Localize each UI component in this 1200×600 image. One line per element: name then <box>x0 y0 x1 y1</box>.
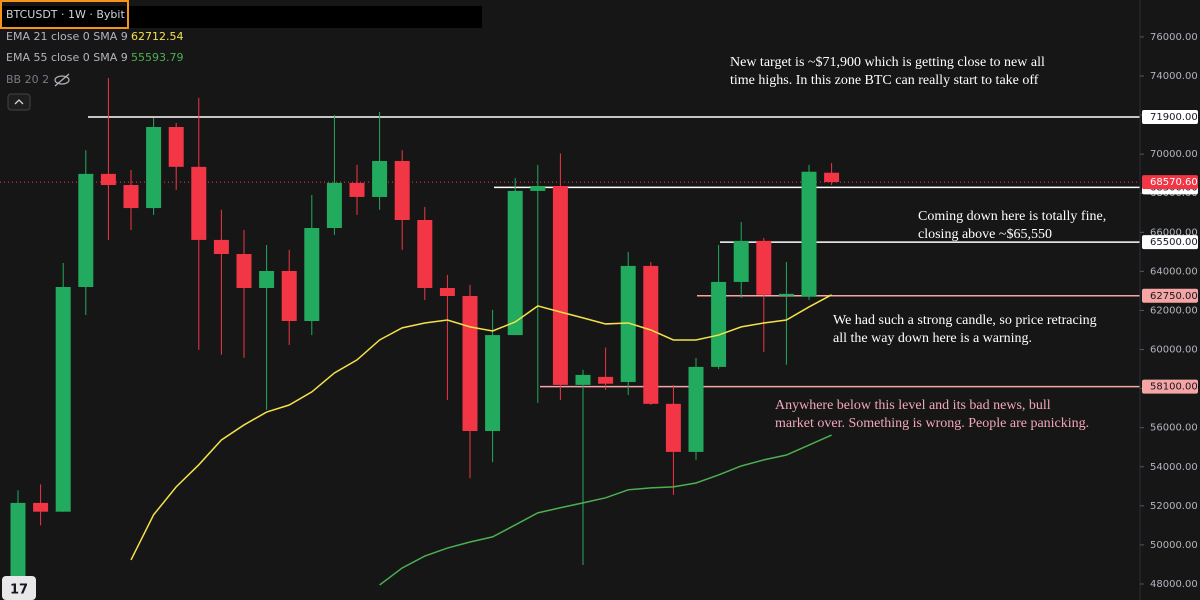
candle-body <box>620 265 636 382</box>
symbol-box <box>0 0 129 29</box>
header-bar <box>0 6 482 28</box>
candle-body <box>575 374 591 385</box>
price-label-bg <box>1142 379 1198 394</box>
price-label: 62750.00 <box>1150 291 1198 302</box>
candle-body <box>55 287 71 512</box>
annotation: all the way down here is a warning. <box>833 331 1032 346</box>
y-tick-label: 54000.00 <box>1150 462 1198 473</box>
candle-body <box>530 185 546 191</box>
collapse-button[interactable] <box>7 93 31 111</box>
candle-body <box>643 265 659 404</box>
y-tick-label: 48000.00 <box>1150 579 1198 590</box>
legend-value: 62712.54 <box>131 30 184 43</box>
annotation: closing above ~$65,550 <box>918 227 1052 242</box>
candle-body <box>507 190 523 336</box>
candle-body <box>552 185 568 385</box>
annotation: time highs. In this zone BTC can really … <box>730 73 1039 88</box>
candle-body <box>259 270 275 288</box>
logo: 17 <box>2 576 36 600</box>
candle-body <box>801 171 817 297</box>
y-tick-label: 66000.00 <box>1150 227 1198 238</box>
candle-body <box>598 376 614 384</box>
candle-body <box>688 366 704 452</box>
y-tick-label: 76000.00 <box>1150 32 1198 43</box>
candle-body <box>778 293 794 296</box>
candle-body <box>236 253 252 288</box>
candle-body <box>756 240 772 295</box>
price-label: 65500.00 <box>1150 237 1198 248</box>
annotation: Coming down here is totally fine, <box>918 209 1106 224</box>
annotation: New target is ~$71,900 which is getting … <box>730 55 1045 70</box>
axis-labels: 48000.00 50000.00 52000.00 54000.00 56000.00… <box>1140 32 1198 590</box>
price-label-bg <box>1142 288 1198 303</box>
candle-body <box>100 173 116 186</box>
y-tick-label: 62000.00 <box>1150 305 1198 316</box>
y-tick-label: 52000.00 <box>1150 501 1198 512</box>
y-tick-label: 56000.00 <box>1150 423 1198 434</box>
y-tick-label: 74000.00 <box>1150 71 1198 82</box>
y-tick-label: 50000.00 <box>1150 540 1198 551</box>
candle-body <box>665 403 681 452</box>
candle-body <box>439 287 455 296</box>
ema-line <box>130 294 832 561</box>
candle-body <box>10 502 26 600</box>
price-label-bg <box>1142 175 1198 190</box>
y-tick-label: 60000.00 <box>1150 345 1198 356</box>
candle-body <box>485 335 501 431</box>
candle-body <box>326 182 342 229</box>
legend-name: EMA 55 close 0 SMA 9 <box>6 51 128 64</box>
candle-body <box>372 160 388 197</box>
candle-body <box>123 185 139 209</box>
price-label: 58100.00 <box>1150 382 1198 393</box>
price-label: 68570.60 <box>1150 177 1198 188</box>
indicator: BB 20 2 <box>6 73 49 86</box>
candle-body <box>824 172 840 183</box>
candle-body <box>733 240 749 282</box>
eye-off-icon[interactable] <box>54 73 70 87</box>
candle-body <box>191 166 207 240</box>
candle-body <box>78 173 94 288</box>
annotation: Anywhere below this level and its bad ne… <box>775 398 1051 413</box>
y-tick-label: 70000.00 <box>1150 149 1198 160</box>
svg-text:17: 17 <box>10 583 28 598</box>
candle-body <box>304 228 320 322</box>
annotation: We had such a strong candle, so price re… <box>833 313 1097 328</box>
candle-body <box>711 281 727 367</box>
annotation: market over. Something is wrong. People … <box>775 416 1089 431</box>
candle-body <box>146 126 162 209</box>
plot-area: New target is ~$71,900 which is getting … <box>0 55 1140 600</box>
candle-body <box>349 182 365 197</box>
candle-body <box>394 160 410 220</box>
symbol: BTCUSDT · 1W · Bybit <box>6 8 125 21</box>
legend-value: 55593.79 <box>131 51 184 64</box>
price-label-bg <box>1142 235 1198 250</box>
price-label: 71900.00 <box>1150 112 1198 123</box>
candle-body <box>213 239 229 254</box>
ema-line <box>379 434 832 586</box>
y-tick-label: 64000.00 <box>1150 266 1198 277</box>
price-label-bg <box>1142 110 1198 125</box>
legend-name: EMA 21 close 0 SMA 9 <box>6 30 128 43</box>
candle-body <box>417 219 433 288</box>
candle-body <box>462 295 478 431</box>
candle-body <box>33 502 49 512</box>
candle-body <box>281 270 297 322</box>
candle-body <box>168 126 184 167</box>
